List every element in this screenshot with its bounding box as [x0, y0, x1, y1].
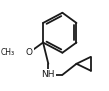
Text: O: O — [26, 48, 32, 57]
Text: NH: NH — [42, 70, 55, 79]
Text: CH₃: CH₃ — [1, 48, 15, 57]
